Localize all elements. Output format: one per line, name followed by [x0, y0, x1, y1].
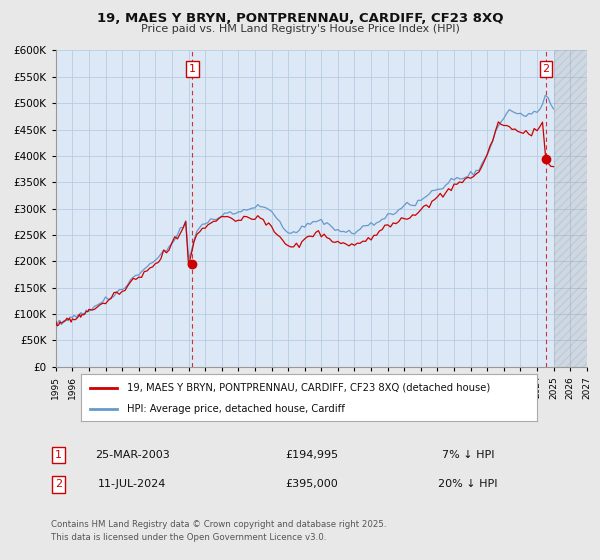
Text: £194,995: £194,995 — [286, 450, 338, 460]
Text: This data is licensed under the Open Government Licence v3.0.: This data is licensed under the Open Gov… — [51, 533, 326, 542]
Text: 2: 2 — [542, 64, 550, 74]
Text: Price paid vs. HM Land Registry's House Price Index (HPI): Price paid vs. HM Land Registry's House … — [140, 24, 460, 34]
Text: 1: 1 — [55, 450, 62, 460]
Text: 20% ↓ HPI: 20% ↓ HPI — [438, 479, 498, 489]
Text: 7% ↓ HPI: 7% ↓ HPI — [442, 450, 494, 460]
Text: 19, MAES Y BRYN, PONTPRENNAU, CARDIFF, CF23 8XQ: 19, MAES Y BRYN, PONTPRENNAU, CARDIFF, C… — [97, 12, 503, 25]
Text: 2: 2 — [55, 479, 62, 489]
Text: HPI: Average price, detached house, Cardiff: HPI: Average price, detached house, Card… — [127, 404, 344, 414]
Text: 25-MAR-2003: 25-MAR-2003 — [95, 450, 169, 460]
Text: 19, MAES Y BRYN, PONTPRENNAU, CARDIFF, CF23 8XQ (detached house): 19, MAES Y BRYN, PONTPRENNAU, CARDIFF, C… — [127, 383, 490, 393]
Text: Contains HM Land Registry data © Crown copyright and database right 2025.: Contains HM Land Registry data © Crown c… — [51, 520, 386, 529]
Text: £395,000: £395,000 — [286, 479, 338, 489]
Text: 11-JUL-2024: 11-JUL-2024 — [98, 479, 166, 489]
Bar — [554, 50, 587, 367]
Text: 1: 1 — [189, 64, 196, 74]
